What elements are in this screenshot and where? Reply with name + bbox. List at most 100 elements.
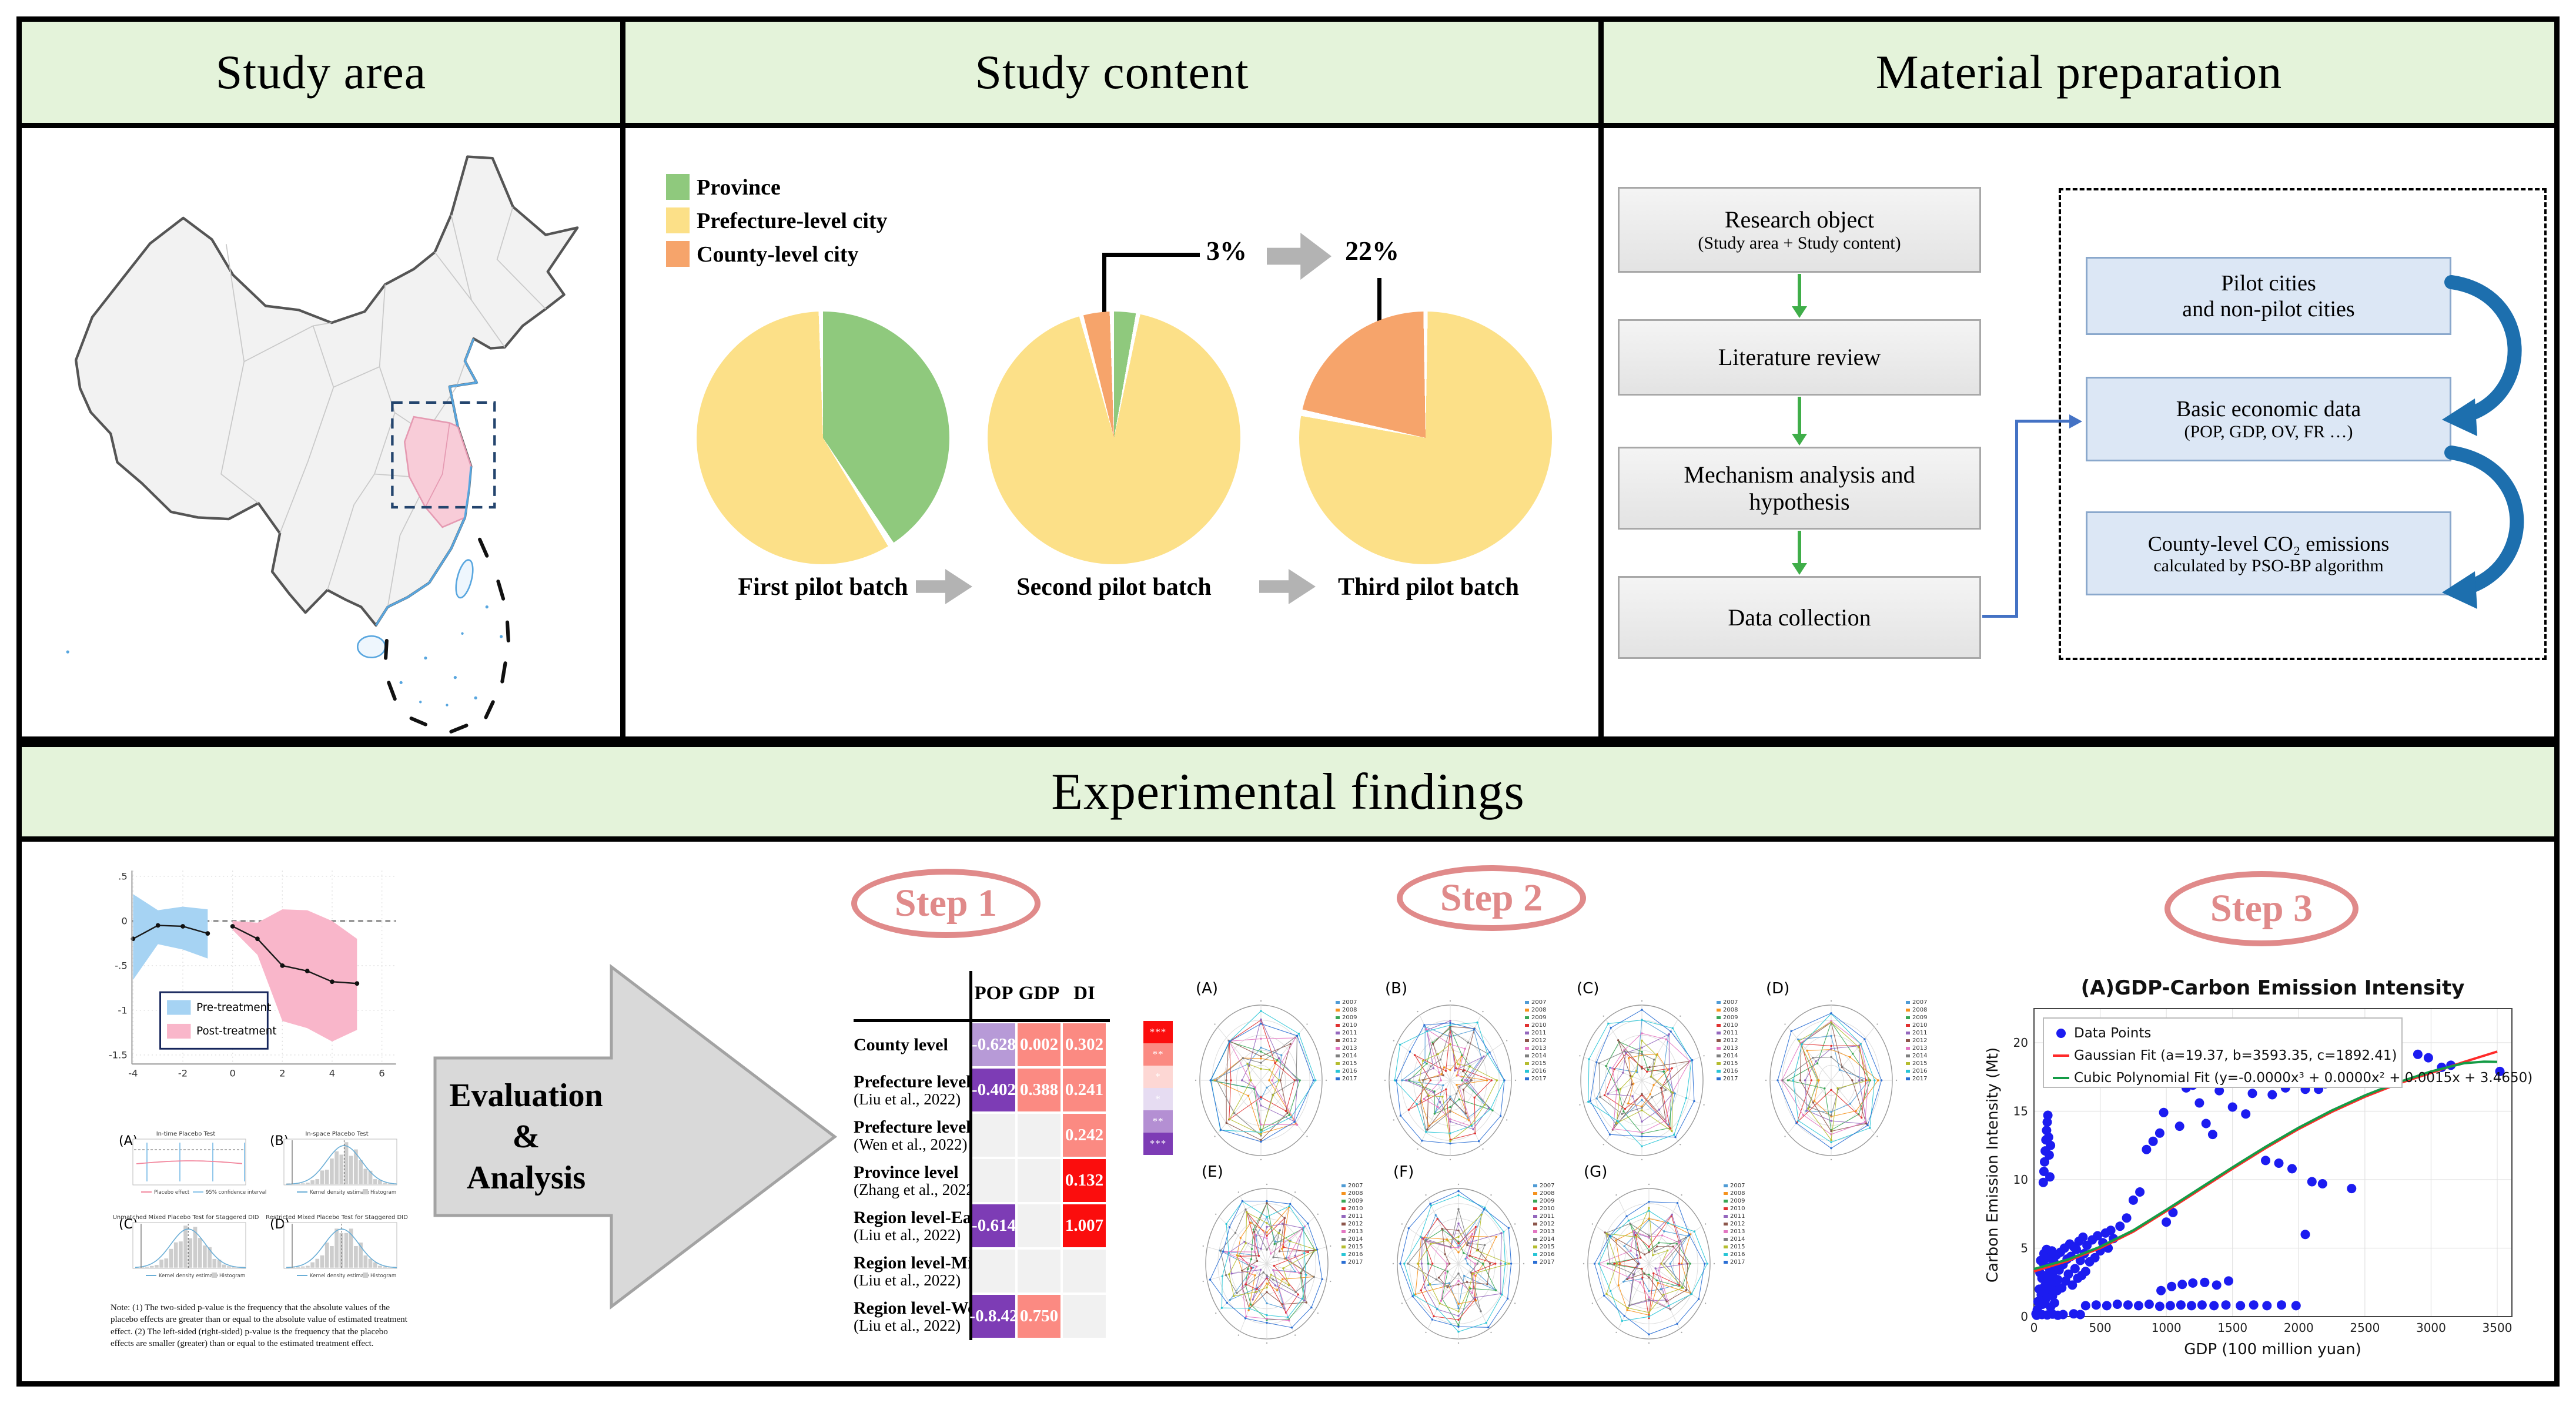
svg-text:2007: 2007: [1540, 1183, 1554, 1189]
radar-chart-g: (G)2007200820092010201120122013201420152…: [1583, 1163, 1745, 1344]
svg-text:2000: 2000: [2284, 1321, 2314, 1335]
svg-text:2014: 2014: [1540, 1236, 1554, 1243]
heatmap-cell: [1018, 1159, 1060, 1202]
callout-line-22: [1377, 278, 1381, 332]
svg-text:2013: 2013: [1540, 1228, 1554, 1235]
curved-arrow-2: [2444, 446, 2524, 596]
svg-text:2017: 2017: [1531, 1076, 1546, 1082]
svg-text:Histogram: Histogram: [370, 1190, 396, 1196]
header-divider: [22, 123, 2554, 128]
flow-arrowhead-2-icon: [1792, 434, 1807, 446]
connector-horizontal-2: [2015, 420, 2072, 423]
colorbar-cell: *: [1143, 1088, 1173, 1110]
evaluation-line: Analysis: [466, 1160, 586, 1196]
material-preparation-header: Material preparation: [1604, 22, 2554, 123]
svg-text:In-time Placebo Test: In-time Placebo Test: [156, 1131, 216, 1137]
svg-text:2013: 2013: [1723, 1045, 1738, 1052]
data-box-co2-emissions: County-level CO₂ emissions calculated by…: [2086, 511, 2451, 595]
svg-text:2009: 2009: [1540, 1198, 1554, 1204]
table-row-label: Region level-Middle (Liu et al., 2022): [854, 1248, 1005, 1294]
sea-islands: [66, 605, 503, 706]
svg-text:3500: 3500: [2483, 1321, 2513, 1335]
svg-text:2007: 2007: [1531, 999, 1546, 1006]
table-row-label: Prefecture level (Wen et al., 2022): [854, 1113, 971, 1158]
svg-text:0: 0: [2030, 1321, 2038, 1335]
heatmap-cell: [1018, 1204, 1060, 1247]
svg-text:2016: 2016: [1912, 1068, 1927, 1074]
svg-text:2017: 2017: [1723, 1076, 1738, 1082]
svg-text:2010: 2010: [1342, 1022, 1357, 1029]
pie-second-batch: [988, 312, 1240, 564]
svg-text:2009: 2009: [1531, 1014, 1546, 1021]
svg-text:Gaussian Fit (a=19.37, b=3593.: Gaussian Fit (a=19.37, b=3593.35, c=1892…: [2074, 1048, 2397, 1063]
heatmap-cell: -0.628: [972, 1023, 1016, 1066]
column-header-gdp: GDP: [1018, 983, 1060, 1004]
svg-text:2011: 2011: [1342, 1030, 1357, 1036]
callout-line-vertical: [1102, 253, 1106, 334]
evaluation-arrow-shape: [433, 963, 838, 1310]
svg-text:2015: 2015: [1531, 1060, 1546, 1067]
svg-text:2011: 2011: [1348, 1213, 1363, 1220]
svg-text:(A)GDP-Carbon Emission Intensi: (A)GDP-Carbon Emission Intensity: [2081, 976, 2465, 1000]
svg-text:6: 6: [379, 1067, 384, 1079]
data-box-line1: Basic economic data: [2176, 397, 2361, 421]
svg-text:2014: 2014: [1912, 1053, 1927, 1059]
svg-text:2011: 2011: [1730, 1213, 1745, 1220]
svg-text:Cubic Polynomial Fit (y=-0.000: Cubic Polynomial Fit (y=-0.0000x³ + 0.00…: [2074, 1070, 2532, 1086]
svg-text:2007: 2007: [1723, 999, 1738, 1006]
row-label: Prefecture level: [854, 1071, 971, 1091]
svg-text:2010: 2010: [1531, 1022, 1546, 1029]
confidence-band: [133, 894, 208, 980]
svg-text:2008: 2008: [1912, 1007, 1927, 1013]
svg-text:2011: 2011: [1912, 1030, 1927, 1036]
pct-22-label: 22%: [1345, 236, 1399, 266]
callout-line-horizontal: [1102, 253, 1200, 257]
step-3-label: Step 3: [2210, 887, 2313, 930]
svg-text:2015: 2015: [1912, 1060, 1927, 1067]
svg-text:Placebo effect: Placebo effect: [154, 1190, 190, 1196]
heatmap-cell: 0.750: [1018, 1295, 1060, 1338]
flow-box-data-collection: Data collection: [1618, 576, 1981, 659]
coastline-highlight: [375, 338, 479, 626]
legend-label-province: Province: [697, 175, 781, 200]
heatmap-cell: [972, 1114, 1015, 1157]
curved-arrows: [2442, 275, 2524, 609]
radar-chart-e: (E)2007200820092010201120122013201420152…: [1202, 1163, 1363, 1344]
svg-text:2014: 2014: [1730, 1236, 1745, 1243]
svg-text:2009: 2009: [1723, 1014, 1738, 1021]
svg-text:2010: 2010: [1730, 1206, 1745, 1212]
svg-text:2008: 2008: [1730, 1190, 1745, 1197]
svg-text:2017: 2017: [1540, 1259, 1554, 1265]
svg-text:2012: 2012: [1540, 1221, 1554, 1227]
svg-text:Pre-treatment: Pre-treatment: [196, 1002, 271, 1014]
pie-label-second: Second pilot batch: [1016, 574, 1212, 601]
svg-text:2016: 2016: [1531, 1068, 1546, 1074]
legend-swatch-prefecture: [666, 207, 690, 233]
step-2-badge: Step 2: [1397, 865, 1586, 931]
data-box-line1: Pilot cities: [2221, 270, 2316, 296]
radar-chart-b: (B)2007200820092010201120122013201420152…: [1384, 980, 1546, 1161]
pct-3-label: 3%: [1206, 236, 1247, 266]
svg-text:3000: 3000: [2416, 1321, 2446, 1335]
row-label: Prefecture level: [854, 1117, 971, 1137]
gdp-carbon-scatter-chart: 0 500 1000 1500 2000 2500 3000 3500 0 5 10 15 20 (A)G…: [1984, 976, 2532, 1358]
svg-text:2015: 2015: [1342, 1060, 1357, 1067]
radar-chart-c: (C)2007200820092010201120122013201420152…: [1577, 980, 1738, 1161]
svg-text:0: 0: [121, 916, 127, 927]
heatmap-cell: 0.132: [1063, 1159, 1106, 1202]
svg-text:(F): (F): [1393, 1163, 1414, 1181]
svg-text:0: 0: [2020, 1310, 2028, 1324]
svg-text:-2: -2: [178, 1067, 188, 1079]
study-content-title: Study content: [975, 45, 1249, 99]
svg-text:2008: 2008: [1540, 1190, 1554, 1197]
flow-box-title: Data collection: [1728, 604, 1871, 631]
table-row-label: Prefecture level (Liu et al., 2022): [854, 1067, 971, 1113]
svg-text:2015: 2015: [1540, 1244, 1554, 1250]
heatmap-cell: 0.242: [1063, 1114, 1106, 1157]
data-box-basic-economic: Basic economic data (POP, GDP, OV, FR …): [2086, 377, 2451, 461]
data-box-pilot-cities: Pilot cities and non-pilot cities: [2086, 257, 2451, 335]
flow-connector-1: [1798, 274, 1801, 307]
table-row-label: Province level (Zhang et al., 2022): [854, 1158, 979, 1203]
curved-arrow-1-head-icon: [2442, 399, 2477, 436]
pie-label-third: Third pilot batch: [1337, 574, 1520, 601]
